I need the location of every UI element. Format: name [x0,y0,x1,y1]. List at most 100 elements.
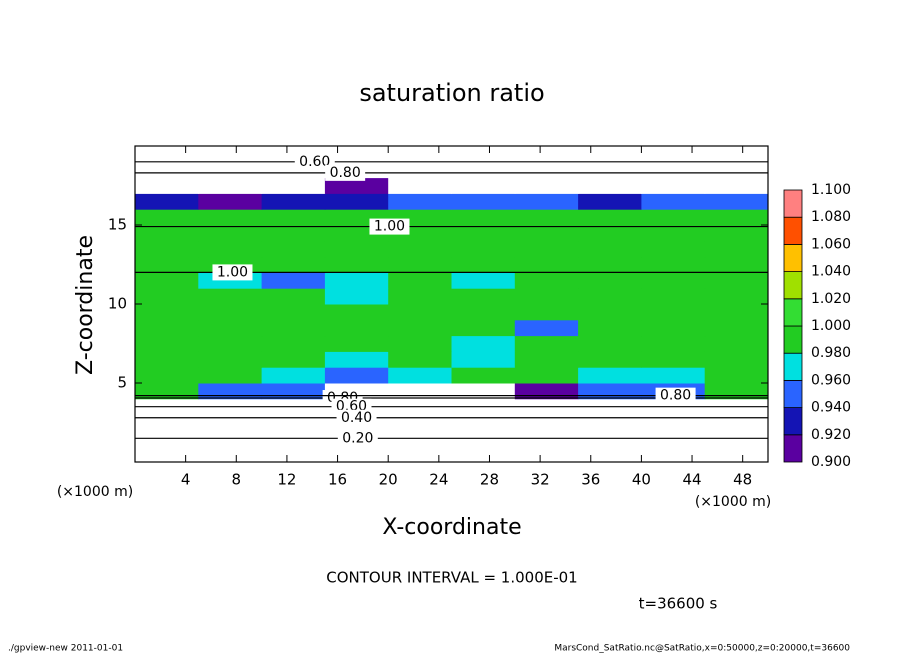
field-cell [388,240,452,258]
colorbar-bin [783,379,803,408]
contour-label: 0.40 [341,410,372,426]
field-cell [198,335,263,352]
field-cell [451,272,516,289]
field-cell [514,351,579,368]
contour-interval: CONTOUR INTERVAL = 1.000E-01 [326,569,577,587]
field-cell [578,225,642,242]
field-cell [514,272,579,289]
contour-label-bg [294,153,335,170]
contour-label: 0.80 [660,388,691,404]
field-cell [451,446,516,463]
field-cell [198,319,263,337]
field-cell [324,146,389,163]
field-cell [324,335,389,352]
field-cell [324,288,389,305]
field-cell [514,288,579,305]
colorbar-bin [783,352,803,381]
field-cell [514,256,579,273]
x-unit: (×1000 m) [695,494,771,510]
field-cell [324,272,389,289]
field-cell [324,319,389,337]
field-cell [388,272,452,289]
field-cell [135,240,199,258]
field-cell [704,319,769,337]
field-cell [641,414,706,431]
field-cell [135,256,199,273]
field-cell [135,304,199,321]
field-cell [135,367,199,384]
field-cell [514,225,579,242]
field-cell [324,367,389,384]
field-cell [514,304,579,321]
field-cell [135,414,199,431]
field-cell [261,272,326,289]
field-cell [451,351,516,368]
x-tick-label: 8 [232,471,242,489]
field-cell [514,446,579,463]
field-cell [451,161,516,179]
field-cell [704,335,769,352]
colorbar-label: 1.060 [811,236,851,252]
field-cell [261,414,326,431]
contour-label-bg [337,430,378,447]
field-cell [641,304,706,321]
field-cell [578,367,642,384]
field-cell [198,225,263,242]
field-cell [704,383,769,400]
field-cell [135,272,199,289]
colorbar-label: 1.100 [811,182,851,198]
field-cell [261,319,326,337]
x-tick-label: 24 [429,471,448,489]
field-cell [388,288,452,305]
field-cell [198,304,263,321]
field-cell [641,319,706,337]
field-cell [704,177,769,194]
field-cell [388,414,452,431]
field-cell [704,367,769,384]
field-cell [451,193,516,210]
colorbar-label: 1.020 [811,291,851,307]
contour-label: 0.20 [342,430,373,446]
field-cell [451,335,516,352]
field-cell [388,256,452,273]
contour-label-bg [369,218,410,235]
contour-label: 1.00 [374,219,405,235]
x-tick-label: 16 [328,471,347,489]
field-cell [198,446,263,463]
field-cell [135,335,199,352]
field-cell [578,335,642,352]
field-cell [578,414,642,431]
field-cell [641,256,706,273]
field-cell [261,446,326,463]
chart-title: saturation ratio [359,79,544,107]
y-unit: (×1000 m) [57,484,133,500]
field-cell [388,383,452,400]
field-cell [388,367,452,384]
field-cell [261,209,326,226]
field-cell [451,304,516,321]
field-cell [514,146,579,163]
field-cell [198,146,263,163]
field-cell [578,209,642,226]
time-label: t=36600 s [639,595,718,613]
field-cell [451,146,516,163]
x-axis-label: X-coordinate [382,515,521,540]
field-cell [578,240,642,258]
field-cell [514,193,579,210]
field-cell [135,177,199,194]
field-cell [704,414,769,431]
field-cell [388,193,452,210]
x-tick-label: 12 [277,471,296,489]
x-tick-label: 44 [682,471,701,489]
field-cell [135,161,199,179]
field-cell [641,225,706,242]
field-cell [135,319,199,337]
field-cell [704,193,769,210]
field-cell [641,193,706,210]
contour-label: 1.00 [217,264,248,280]
field-cell [641,367,706,384]
field-cell [261,225,326,242]
field-cell [641,240,706,258]
field-cell [578,272,642,289]
field-cell [198,161,263,179]
